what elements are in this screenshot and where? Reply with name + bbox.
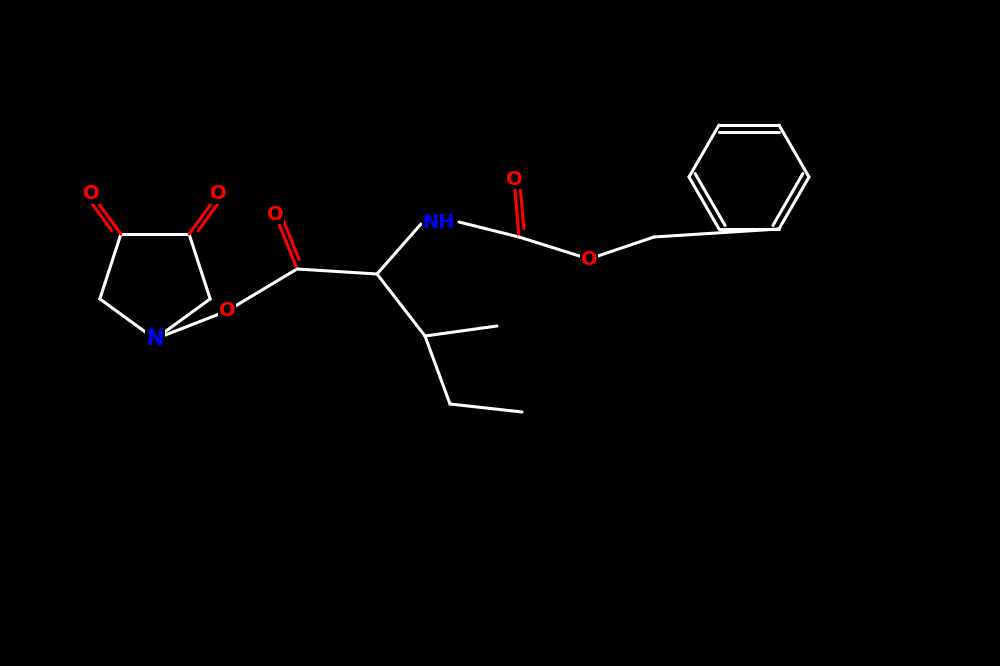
Text: N: N — [146, 329, 164, 349]
Text: O: O — [267, 204, 283, 224]
Text: O: O — [210, 184, 227, 203]
Text: O: O — [581, 250, 597, 268]
Text: O: O — [219, 302, 235, 320]
Text: O: O — [83, 184, 100, 203]
Text: O: O — [506, 170, 522, 188]
Text: NH: NH — [423, 212, 455, 232]
